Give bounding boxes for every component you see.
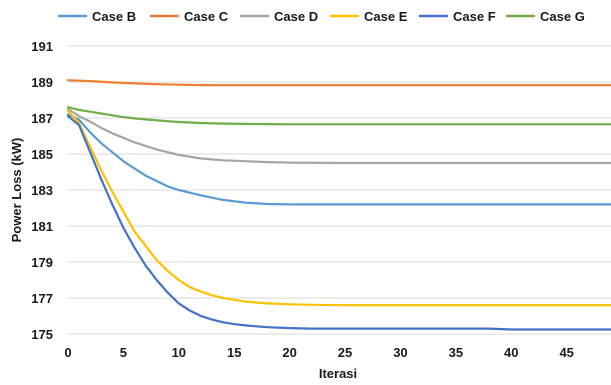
y-tick-label: 185 <box>31 147 53 162</box>
legend-item-label: Case F <box>453 9 496 24</box>
x-tick-label: 20 <box>282 345 296 360</box>
x-tick-label: 10 <box>172 345 186 360</box>
legend-item-label: Case C <box>184 9 229 24</box>
x-axis-ticks: 0 5 10 15 20 25 30 35 40 45 <box>64 345 574 360</box>
legend: Case B Case C Case D Case E Case F Case G <box>58 9 585 24</box>
x-tick-label: 30 <box>393 345 407 360</box>
gridlines <box>68 45 611 335</box>
y-axis-title: Power Loss (kW) <box>9 138 24 243</box>
legend-item-label: Case E <box>364 9 408 24</box>
y-tick-label: 183 <box>31 183 53 198</box>
x-tick-label: 15 <box>227 345 241 360</box>
y-tick-label: 189 <box>31 75 53 90</box>
legend-item-label: Case G <box>540 9 585 24</box>
legend-item-label: Case D <box>274 9 318 24</box>
series-line <box>66 106 611 126</box>
y-tick-label: 177 <box>31 291 53 306</box>
y-tick-label: 179 <box>31 255 53 270</box>
series-line <box>66 115 611 331</box>
x-tick-label: 0 <box>64 345 71 360</box>
y-axis-ticks: 175 177 179 181 183 185 187 189 191 <box>31 39 53 342</box>
y-tick-label: 181 <box>31 219 53 234</box>
series-line <box>66 113 611 206</box>
x-tick-label: 25 <box>338 345 352 360</box>
series-lines <box>66 79 611 331</box>
series-line <box>66 109 611 307</box>
x-tick-label: 5 <box>120 345 127 360</box>
y-tick-label: 175 <box>31 327 53 342</box>
x-tick-label: 40 <box>504 345 518 360</box>
legend-item-label: Case B <box>92 9 136 24</box>
series-line <box>66 107 611 165</box>
x-axis-title: Iterasi <box>319 366 357 381</box>
y-tick-label: 187 <box>31 111 53 126</box>
series-line <box>66 79 611 87</box>
y-tick-label: 191 <box>31 39 53 54</box>
x-tick-label: 35 <box>449 345 463 360</box>
x-tick-label: 45 <box>559 345 573 360</box>
